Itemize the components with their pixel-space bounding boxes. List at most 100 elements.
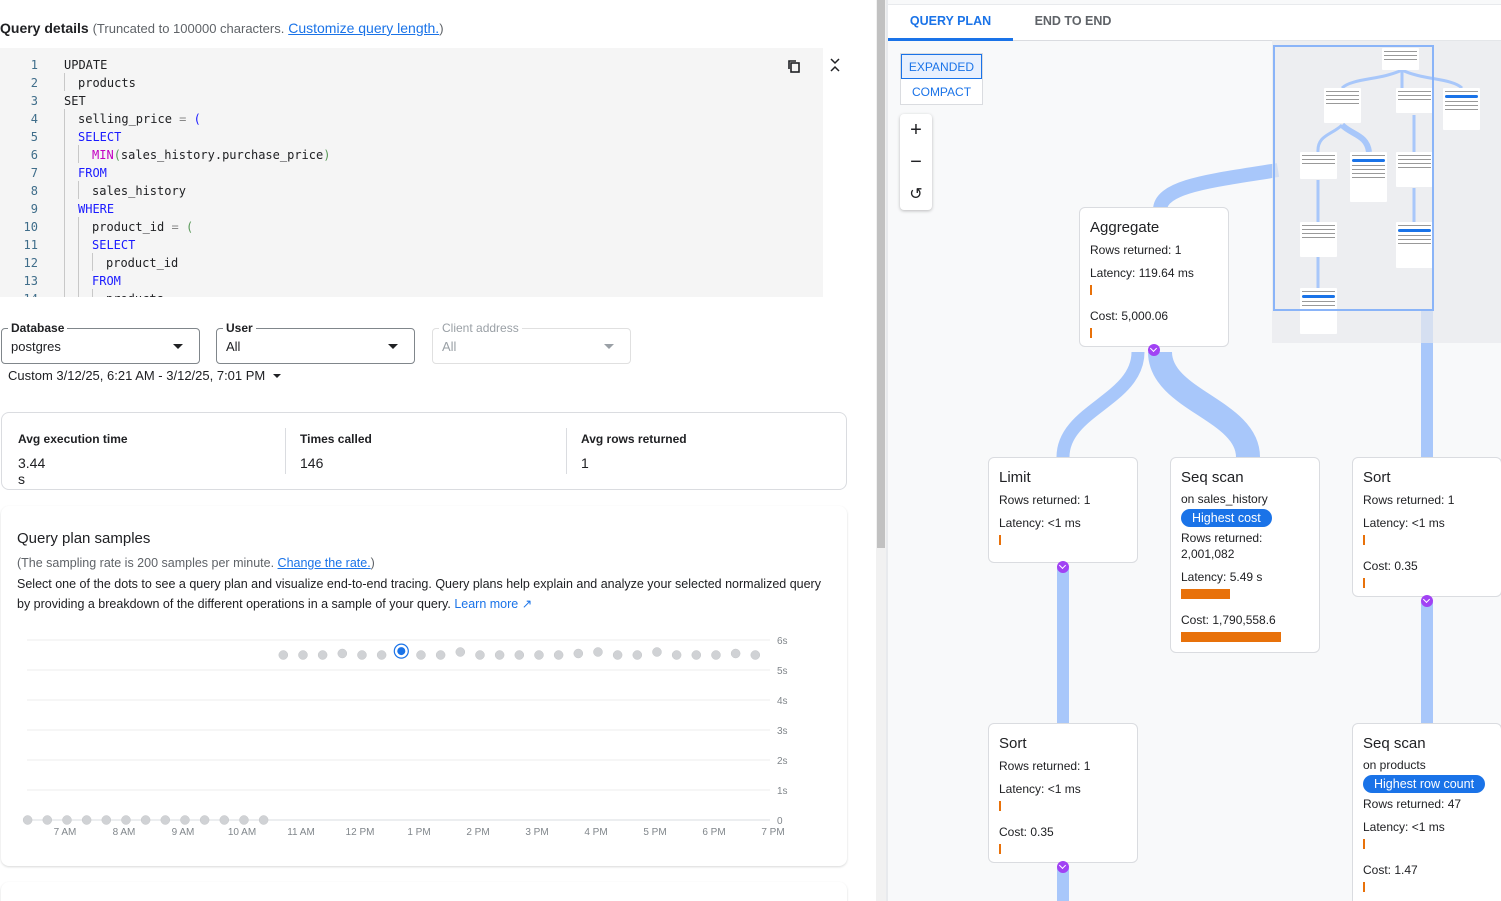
sample-point[interactable] xyxy=(180,815,190,825)
sample-point[interactable] xyxy=(298,650,308,660)
sample-point[interactable] xyxy=(160,815,171,825)
sample-point[interactable] xyxy=(140,815,151,825)
cost-bar xyxy=(999,844,1001,854)
x-tick-label: 12 PM xyxy=(346,827,375,838)
expanded-button[interactable]: EXPANDED xyxy=(901,54,982,79)
node-cost: Cost: 0.35 xyxy=(1363,559,1418,573)
sample-point[interactable] xyxy=(612,650,623,660)
expand-chevron-icon[interactable] xyxy=(1057,561,1069,573)
minimap-edges xyxy=(1316,68,1464,288)
plan-node-aggregate[interactable]: Aggregate Rows returned: 1 Latency: 119.… xyxy=(1079,207,1229,347)
stat-label: Avg execution time xyxy=(18,432,128,446)
sampling-rate-text-end: ) xyxy=(370,556,375,570)
sample-point[interactable] xyxy=(494,650,505,660)
code-line: SELECT xyxy=(92,238,136,252)
tab-end-to-end[interactable]: END TO END xyxy=(1034,14,1112,28)
sample-point[interactable] xyxy=(455,647,466,657)
user-select[interactable]: User All xyxy=(216,321,415,364)
sample-point[interactable] xyxy=(475,650,485,660)
expand-chevron-icon[interactable] xyxy=(1057,861,1069,873)
stat-label: Avg rows returned xyxy=(581,432,687,446)
minimap[interactable] xyxy=(1272,40,1501,343)
sample-point[interactable] xyxy=(711,650,721,660)
line-number: 10 xyxy=(23,220,38,234)
sample-point[interactable] xyxy=(337,648,348,659)
sample-point[interactable] xyxy=(632,650,643,660)
sample-point[interactable] xyxy=(22,815,33,825)
samples-title: Query plan samples xyxy=(17,530,151,547)
database-select[interactable]: Database postgres xyxy=(1,321,200,364)
customize-query-length-link[interactable]: Customize query length. xyxy=(288,20,440,36)
query-plan-pane: QUERY PLAN END TO END EXPANDED COMPACT +… xyxy=(888,0,1501,901)
x-tick-label: 7 PM xyxy=(761,827,784,838)
x-tick-label: 10 AM xyxy=(228,827,256,838)
sampling-rate-text: (The sampling rate is 200 samples per mi… xyxy=(17,556,275,570)
sample-point[interactable] xyxy=(81,815,92,825)
sample-point[interactable] xyxy=(652,647,662,657)
zoom-in-icon[interactable]: + xyxy=(910,118,922,141)
minimap-viewport[interactable] xyxy=(1273,45,1434,311)
selected-sample-point[interactable] xyxy=(397,647,406,656)
reset-icon[interactable]: ↺ xyxy=(909,186,923,203)
line-number: 11 xyxy=(23,238,38,252)
sample-point[interactable] xyxy=(534,650,544,660)
expand-chevron-icon[interactable] xyxy=(1421,595,1433,607)
sample-point[interactable] xyxy=(278,650,289,660)
node-rows: Rows returned: 1 xyxy=(1363,493,1455,507)
node-cost: Cost: 0.35 xyxy=(999,825,1054,839)
sample-point[interactable] xyxy=(416,650,426,660)
node-rows-value: 2,001,082 xyxy=(1181,547,1235,561)
plan-tabs: QUERY PLAN END TO END xyxy=(888,4,1501,41)
y-tick-label: 6s xyxy=(777,636,788,647)
x-tick-label: 1 PM xyxy=(407,827,430,838)
sample-point[interactable] xyxy=(553,650,564,660)
indent-guide xyxy=(78,235,79,253)
sample-point[interactable] xyxy=(199,815,210,825)
compact-button[interactable]: COMPACT xyxy=(911,85,972,99)
query-details-title: Query details xyxy=(0,20,89,36)
sample-point[interactable] xyxy=(573,648,584,659)
sample-point[interactable] xyxy=(62,815,72,825)
sample-point[interactable] xyxy=(258,815,269,825)
zoom-controls: + − ↺ xyxy=(900,114,932,210)
learn-more-link[interactable]: Learn more ↗ xyxy=(454,597,532,611)
tab-query-plan[interactable]: QUERY PLAN xyxy=(888,5,1013,41)
sample-point[interactable] xyxy=(514,650,525,660)
sample-point[interactable] xyxy=(691,650,702,660)
node-title: Limit xyxy=(999,469,1031,486)
sample-point[interactable] xyxy=(317,650,328,660)
sample-point[interactable] xyxy=(219,815,230,825)
sample-point[interactable] xyxy=(671,650,682,660)
minimap-node xyxy=(1300,152,1337,179)
zoom-out-icon[interactable]: − xyxy=(910,150,922,173)
plan-node-seq-scan-sales-history[interactable]: Seq scan on sales_history Highest cost R… xyxy=(1170,457,1320,653)
x-tick-label: 8 AM xyxy=(113,827,136,838)
date-range-picker[interactable]: Custom 3/12/25, 6:21 AM - 3/12/25, 7:01 … xyxy=(8,368,282,383)
change-rate-link[interactable]: Change the rate. xyxy=(277,556,371,570)
indent-guide xyxy=(78,145,79,163)
copy-icon[interactable] xyxy=(785,57,803,75)
indent-guide xyxy=(78,271,79,289)
sample-point[interactable] xyxy=(239,815,249,825)
indent-guide xyxy=(64,271,65,289)
pane-divider[interactable] xyxy=(886,0,888,901)
x-tick-label: 5 PM xyxy=(643,827,666,838)
sample-point[interactable] xyxy=(435,650,446,660)
sample-point[interactable] xyxy=(42,815,53,825)
sample-point[interactable] xyxy=(750,650,761,660)
sample-point[interactable] xyxy=(121,815,131,825)
sample-point[interactable] xyxy=(357,650,367,660)
collapse-icon[interactable] xyxy=(826,55,844,75)
plan-node-limit[interactable]: Limit Rows returned: 1 Latency: <1 ms xyxy=(988,457,1138,563)
plan-node-sort-right[interactable]: Sort Rows returned: 1 Latency: <1 ms Cos… xyxy=(1352,457,1501,597)
cost-bar xyxy=(1363,578,1365,588)
code-line: selling_price = ( xyxy=(78,112,201,126)
sample-point[interactable] xyxy=(101,815,112,825)
sample-point[interactable] xyxy=(376,650,387,660)
scrollbar-thumb[interactable] xyxy=(877,0,885,548)
sample-point[interactable] xyxy=(593,647,603,657)
expand-chevron-icon[interactable] xyxy=(1148,344,1160,356)
sample-point[interactable] xyxy=(730,648,741,659)
plan-node-sort-left[interactable]: Sort Rows returned: 1 Latency: <1 ms Cos… xyxy=(988,723,1138,863)
plan-node-seq-scan-products[interactable]: Seq scan on products Highest row count R… xyxy=(1352,723,1501,901)
